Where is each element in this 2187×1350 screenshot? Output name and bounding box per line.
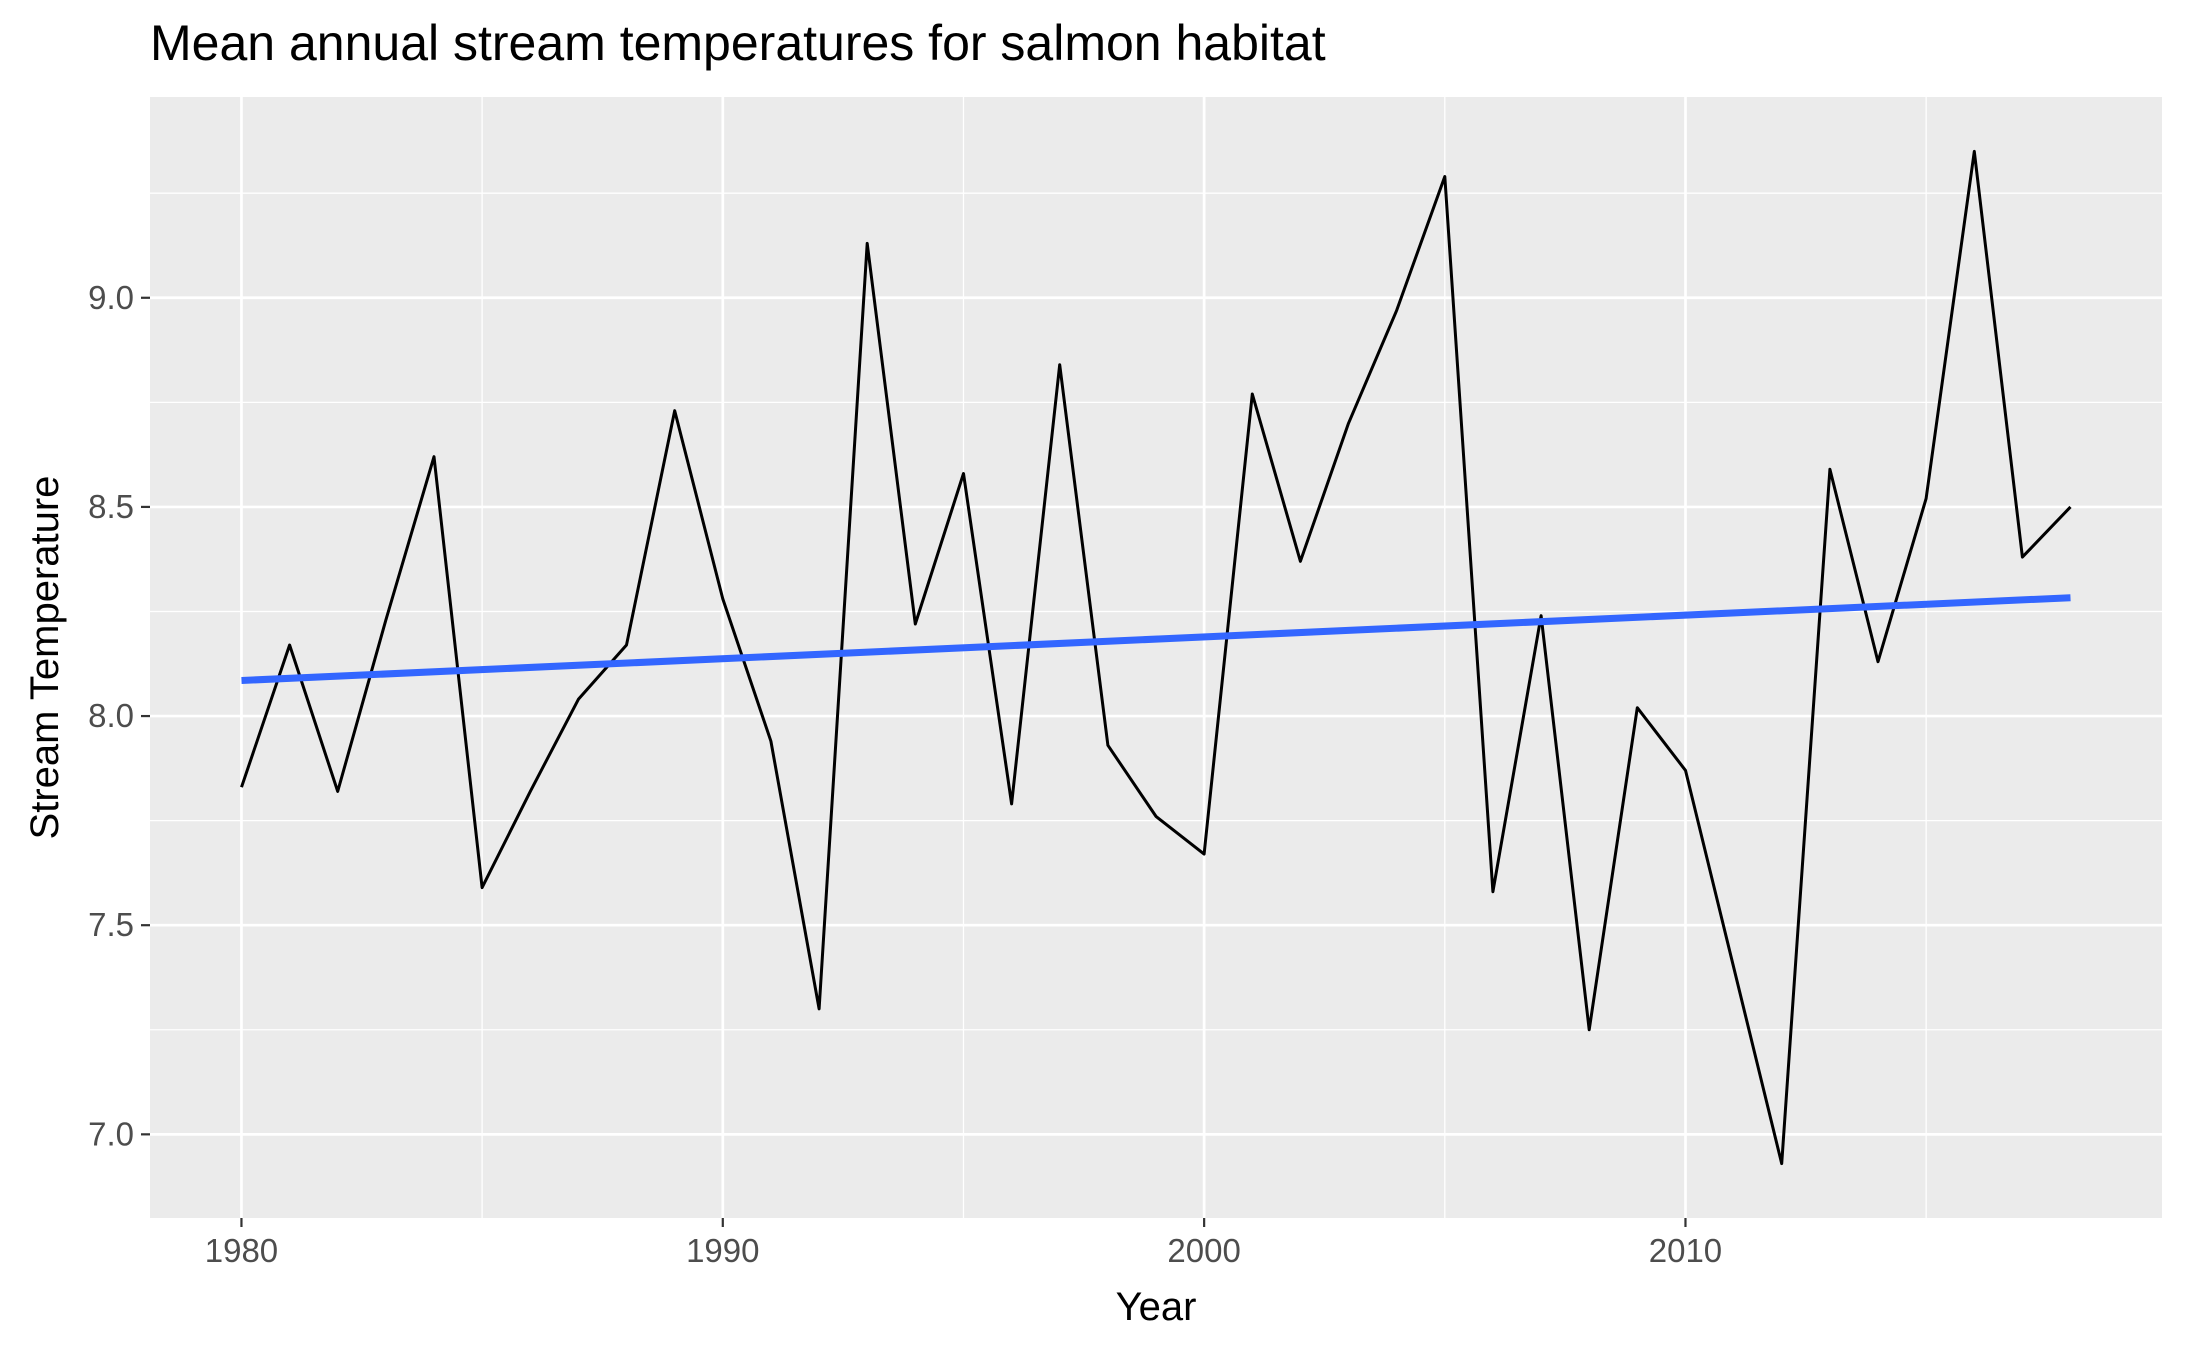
grid-minor-x: [481, 97, 1927, 1218]
trend-line: [241, 594, 2071, 684]
y-tick-label: 9.0: [88, 279, 134, 316]
y-tick-label: 8.0: [88, 697, 134, 734]
x-tick-label: 1980: [205, 1232, 278, 1269]
chart-title: Mean annual stream temperatures for salm…: [150, 15, 1326, 71]
y-axis-title: Stream Temperature: [23, 476, 67, 840]
y-tick-label: 7.5: [88, 906, 134, 943]
plot-panel: [150, 97, 2162, 1218]
x-tick-label: 2000: [1167, 1232, 1240, 1269]
temperature-line: [240, 149, 2072, 1166]
x-axis-title: Year: [1116, 1285, 1197, 1329]
x-tick-label: 1990: [686, 1232, 759, 1269]
grid-major-y: [150, 296, 2162, 1136]
grid-major-x: [240, 97, 1687, 1218]
series-layer: [240, 149, 2072, 1166]
y-tick-label: 7.0: [88, 1115, 134, 1152]
y-axis: 7.0 7.5 8.0 8.5 9.0: [88, 279, 150, 1152]
x-tick-label: 2010: [1649, 1232, 1722, 1269]
x-axis: 1980 1990 2000 2010: [205, 1218, 1722, 1269]
y-tick-label: 8.5: [88, 488, 134, 525]
